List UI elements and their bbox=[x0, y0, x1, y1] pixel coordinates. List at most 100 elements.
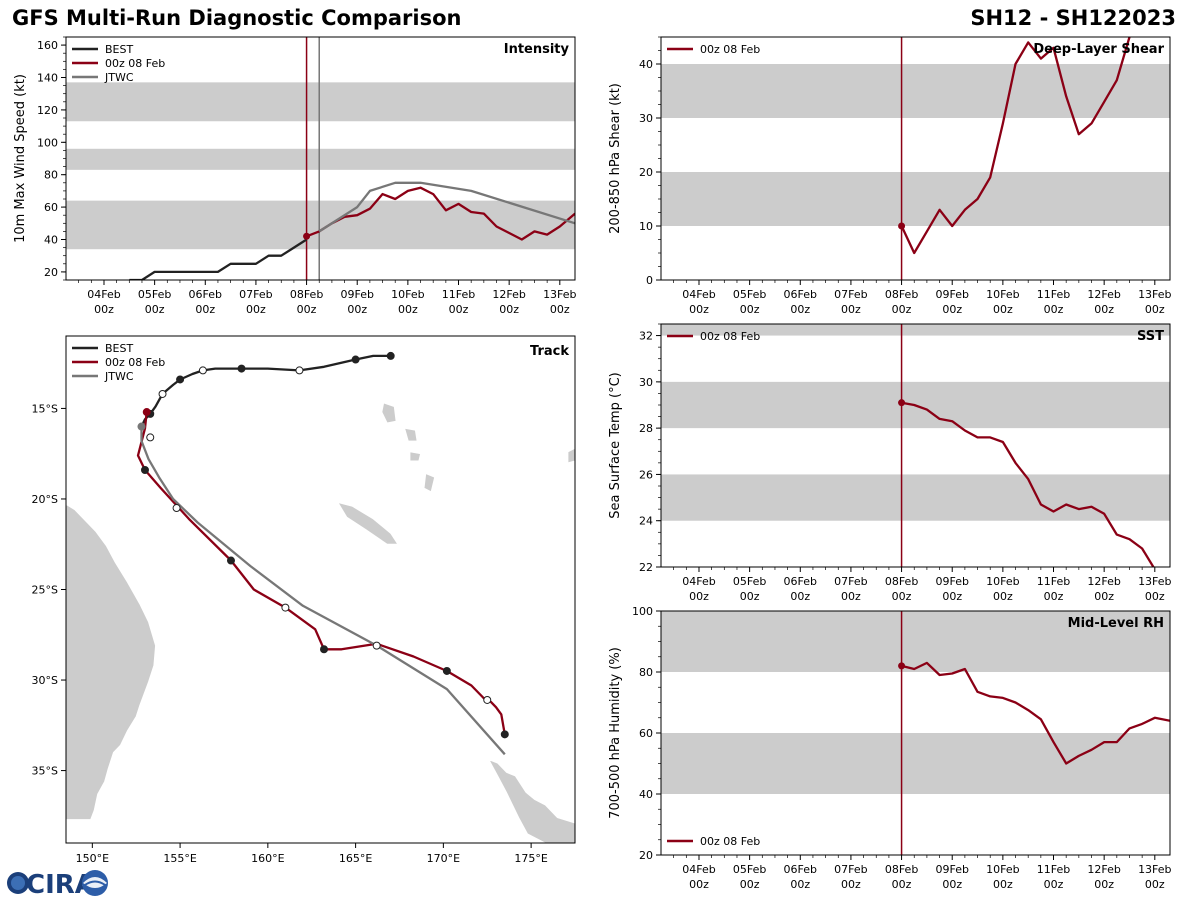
track-position-marker bbox=[172, 504, 181, 513]
track-position-marker bbox=[320, 645, 329, 654]
y-tick-label: 40 bbox=[44, 234, 58, 247]
lon-tick-label: 165°E bbox=[339, 852, 372, 865]
track-position-marker bbox=[483, 695, 492, 704]
lat-tick-label: 15°S bbox=[32, 402, 58, 415]
y-tick-label: 10 bbox=[639, 220, 653, 233]
y-tick-label: 140 bbox=[37, 72, 58, 85]
land-vanuatu-3 bbox=[409, 451, 421, 462]
init-point bbox=[898, 662, 906, 670]
x-tick-hour: 00z bbox=[195, 303, 215, 316]
x-tick-day: 08Feb bbox=[290, 288, 323, 301]
rh-chart: 20 40 60 80 100 04Feb 00z 05Feb 00z 06Feb 00z 07Feb… bbox=[608, 605, 1172, 891]
land-vanuatu-1 bbox=[381, 402, 397, 424]
y-tick-label: 60 bbox=[44, 201, 58, 214]
threshold-band bbox=[66, 200, 575, 250]
x-tick-hour: 00z bbox=[1094, 590, 1114, 603]
threshold-band bbox=[66, 82, 575, 122]
x-tick-hour: 00z bbox=[1044, 878, 1064, 891]
track-position-marker bbox=[372, 641, 381, 650]
x-tick-day: 06Feb bbox=[784, 863, 817, 876]
x-tick-day: 09Feb bbox=[935, 863, 968, 876]
x-tick-day: 04Feb bbox=[87, 288, 120, 301]
x-tick-hour: 00z bbox=[892, 303, 912, 316]
plot-frame bbox=[660, 323, 1171, 568]
x-tick-hour: 00z bbox=[1094, 878, 1114, 891]
series-line-run bbox=[306, 186, 575, 241]
x-tick-day: 08Feb bbox=[885, 863, 918, 876]
legend-label-run: 00z 08 Feb bbox=[700, 330, 760, 343]
y-tick-label: 100 bbox=[632, 605, 653, 618]
y-tick-label: 20 bbox=[639, 166, 653, 179]
x-tick-day: 09Feb bbox=[340, 288, 373, 301]
x-tick-hour: 00z bbox=[740, 878, 760, 891]
land-vanuatu-2 bbox=[404, 427, 418, 442]
x-tick-hour: 00z bbox=[740, 303, 760, 316]
x-tick-day: 05Feb bbox=[733, 575, 766, 588]
track-position-marker bbox=[146, 433, 155, 442]
y-tick-label: 120 bbox=[37, 104, 58, 117]
x-tick-day: 11Feb bbox=[1037, 575, 1070, 588]
x-tick-hour: 00z bbox=[740, 590, 760, 603]
y-tick-label: 26 bbox=[639, 468, 653, 481]
lat-tick-label: 35°S bbox=[32, 765, 58, 778]
series-line-run bbox=[901, 661, 1170, 765]
lat-tick-label: 30°S bbox=[32, 674, 58, 687]
legend-label-best: BEST bbox=[105, 43, 133, 56]
y-tick-label: 30 bbox=[639, 376, 653, 389]
panel-title: Deep-Layer Shear bbox=[1033, 42, 1164, 57]
x-tick-day: 08Feb bbox=[885, 575, 918, 588]
x-tick-day: 04Feb bbox=[682, 863, 715, 876]
x-tick-hour: 00z bbox=[942, 303, 962, 316]
x-tick-hour: 00z bbox=[689, 878, 709, 891]
land-vanuatu-4 bbox=[423, 473, 436, 493]
x-tick-day: 13Feb bbox=[1138, 288, 1171, 301]
y-tick-label: 100 bbox=[37, 136, 58, 149]
x-tick-hour: 00z bbox=[993, 878, 1013, 891]
init-point bbox=[303, 232, 311, 240]
x-tick-day: 07Feb bbox=[834, 575, 867, 588]
x-tick-hour: 00z bbox=[449, 303, 469, 316]
x-tick-hour: 00z bbox=[1145, 590, 1165, 603]
x-tick-hour: 00z bbox=[790, 303, 810, 316]
track-position-marker bbox=[386, 351, 395, 360]
x-tick-day: 10Feb bbox=[986, 288, 1019, 301]
land-new-caledonia bbox=[337, 501, 399, 545]
threshold-band bbox=[66, 148, 575, 170]
lat-tick-label: 25°S bbox=[32, 584, 58, 597]
land-new-zealand bbox=[488, 758, 575, 843]
lat-tick-label: 20°S bbox=[32, 493, 58, 506]
x-tick-hour: 00z bbox=[942, 590, 962, 603]
track-position-marker bbox=[442, 666, 451, 675]
x-tick-day: 12Feb bbox=[1087, 863, 1120, 876]
x-tick-day: 08Feb bbox=[885, 288, 918, 301]
x-tick-day: 09Feb bbox=[935, 575, 968, 588]
legend-label-jtwc: JTWC bbox=[104, 370, 134, 383]
x-tick-day: 10Feb bbox=[986, 863, 1019, 876]
x-tick-hour: 00z bbox=[246, 303, 266, 316]
y-axis-label: 10m Max Wind Speed (kt) bbox=[13, 74, 28, 243]
y-axis-label: 200-850 hPa Shear (kt) bbox=[608, 83, 623, 234]
y-tick-label: 24 bbox=[639, 515, 653, 528]
x-tick-hour: 00z bbox=[1145, 303, 1165, 316]
x-tick-day: 10Feb bbox=[986, 575, 1019, 588]
panel-title: Intensity bbox=[504, 42, 570, 57]
track-position-marker bbox=[158, 389, 167, 398]
init-point bbox=[898, 399, 906, 407]
track-position-marker bbox=[176, 375, 185, 384]
shear-chart: 0 10 20 30 40 04Feb 00z 05Feb 00z 06Feb 00z 07Feb 00… bbox=[608, 36, 1172, 316]
track-position-marker bbox=[137, 422, 146, 431]
land-australia bbox=[66, 503, 156, 820]
x-tick-hour: 00z bbox=[841, 878, 861, 891]
legend-label-best: BEST bbox=[105, 342, 133, 355]
x-tick-day: 07Feb bbox=[834, 863, 867, 876]
x-tick-hour: 00z bbox=[1044, 303, 1064, 316]
track-position-marker bbox=[226, 556, 235, 565]
x-tick-hour: 00z bbox=[1094, 303, 1114, 316]
x-tick-day: 06Feb bbox=[784, 288, 817, 301]
track-position-marker bbox=[142, 408, 151, 417]
x-tick-day: 05Feb bbox=[733, 288, 766, 301]
x-tick-hour: 00z bbox=[499, 303, 519, 316]
y-tick-label: 80 bbox=[639, 666, 653, 679]
track-position-marker bbox=[237, 364, 246, 373]
